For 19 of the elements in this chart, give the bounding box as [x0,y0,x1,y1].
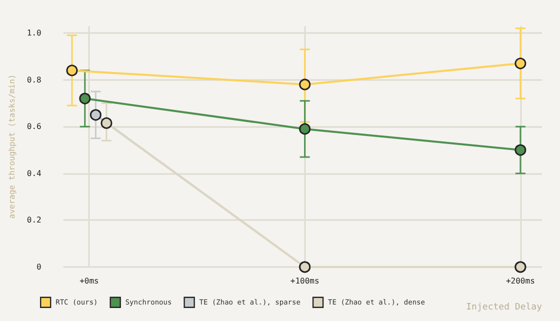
y-tick-label: 0.6 [26,122,42,132]
y-tick-label: 0.8 [26,75,42,84]
point [514,144,526,156]
y-tick-label: 0.4 [26,168,42,178]
point [514,58,526,70]
point [299,123,311,135]
y-tick-label: 0 [36,262,42,272]
x-axis-title: Injected Delay [466,302,543,312]
y-tick-label: 1.0 [26,28,42,38]
x-tick-label: +100ms [290,276,320,286]
point [79,92,91,104]
point [90,109,102,121]
x-tick-label: +0ms [80,276,100,286]
point [66,64,78,76]
point [299,78,311,90]
x-tick-label: +200ms [506,276,536,286]
y-axis-title: average throughput (tasks/min) [8,74,16,219]
y-tick-label: 0.2 [26,216,42,225]
point [100,117,112,129]
